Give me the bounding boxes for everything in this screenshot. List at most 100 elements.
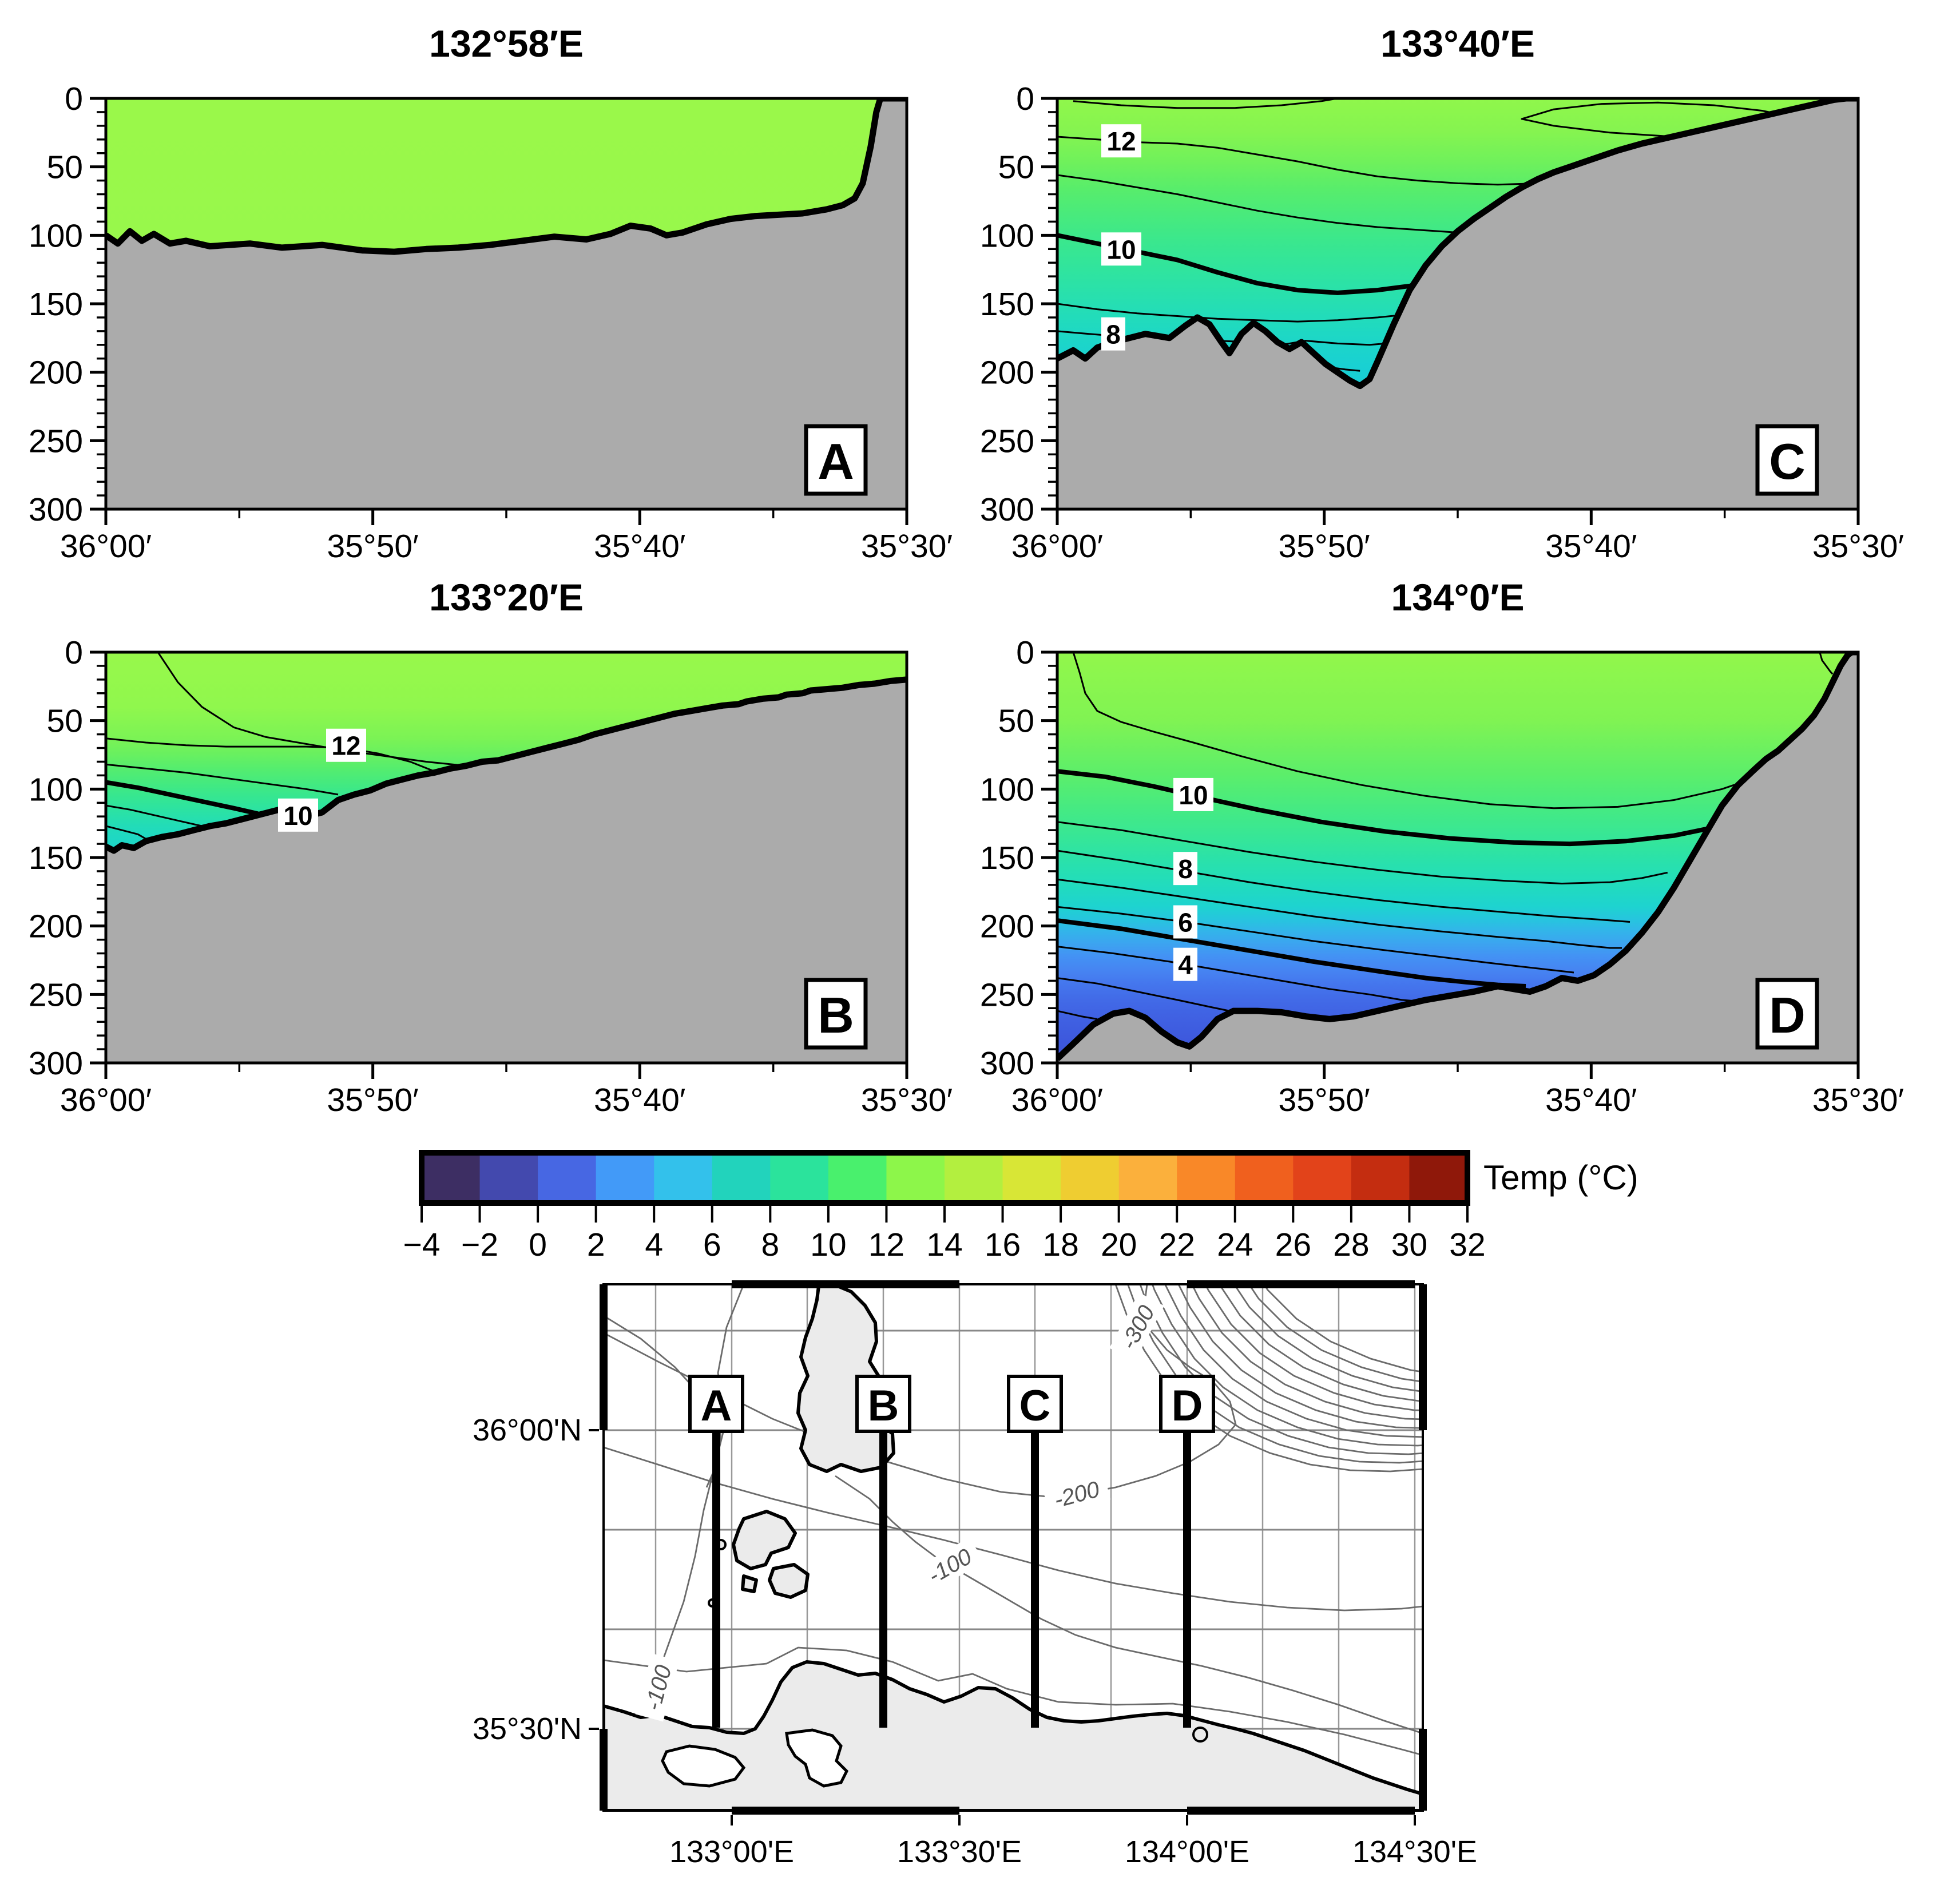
contour-label: 8 (1106, 320, 1121, 350)
colorbar-tick-label: 4 (645, 1227, 663, 1263)
contour-label-box (1173, 852, 1197, 886)
contour-line-7 (1057, 878, 1622, 949)
y-axis-tick-label: 100 (980, 217, 1034, 254)
y-axis-tick-label: 100 (29, 217, 83, 254)
map-canyon-contour (1151, 1284, 1423, 1447)
y-axis-tick-label: 100 (29, 771, 83, 808)
y-axis-tick-label: 150 (980, 840, 1034, 876)
contour-line-2 (1057, 1010, 1098, 1020)
colorbar-tick-label: 30 (1391, 1227, 1427, 1263)
contour-line-11 (1057, 174, 1474, 242)
colorbar-segment (1235, 1153, 1294, 1203)
contour-label-box (1101, 232, 1141, 266)
map-depth-label-halo (1042, 1471, 1111, 1516)
y-axis-tick-label: 200 (29, 908, 83, 945)
y-axis-tick-label: 300 (29, 491, 83, 528)
contour-label: 12 (1106, 126, 1136, 156)
map-canyon-contour (1177, 1284, 1423, 1429)
y-axis-tick-label: 250 (980, 977, 1034, 1013)
y-axis-tick-label: 0 (1016, 81, 1034, 117)
colorbar-segment (422, 1153, 481, 1203)
contour-line-9 (1057, 303, 1418, 323)
x-axis-tick-label: 35°30′ (1812, 1082, 1904, 1118)
map-bathy-contour (835, 1475, 1423, 1735)
colorbar-tick-label: 28 (1333, 1227, 1369, 1263)
panel-letter-box (1755, 424, 1819, 496)
y-axis-tick-label: 300 (980, 491, 1034, 528)
colorbar-tick-label: 22 (1159, 1227, 1195, 1263)
panel-letter: B (818, 987, 854, 1043)
y-axis-tick-label: 200 (980, 355, 1034, 391)
map-depth-label-group: -200 (1042, 1471, 1111, 1516)
map-area: -300-200-100-100 (604, 1284, 1423, 1811)
plot-area (1057, 652, 1858, 1063)
colorbar-tick-label: −2 (461, 1227, 498, 1263)
y-axis-tick-label: 200 (980, 908, 1034, 945)
y-axis-tick-label: 100 (980, 771, 1034, 808)
seafloor-fill (106, 679, 907, 1063)
map-island (768, 1563, 810, 1599)
map-bathy-contour (604, 1646, 1423, 1756)
contour-line-8 (1057, 850, 1630, 923)
seafloor-line (106, 98, 907, 255)
contour-line-6 (1057, 906, 1574, 974)
y-axis-tick-label: 50 (998, 703, 1034, 740)
contour-line-5-bold (1057, 918, 1526, 989)
seafloor-fill (1057, 652, 1858, 1063)
y-axis-tick-label: 0 (1016, 634, 1034, 671)
map-transect-letter: B (868, 1382, 899, 1430)
x-axis-tick-label: 36°00′ (60, 528, 152, 565)
panel-title-a: 132°58′E (429, 22, 584, 65)
x-axis-tick-label: 35°30′ (861, 1082, 953, 1118)
seafloor-line (106, 676, 907, 854)
x-axis-tick-label: 35°50′ (327, 528, 419, 565)
contour-label-box (326, 728, 366, 762)
plot-area (1057, 98, 1858, 509)
map-border (602, 1283, 1424, 1812)
x-axis-tick-label: 35°50′ (1279, 1082, 1370, 1118)
y-axis-tick-label: 250 (980, 423, 1034, 459)
contour-label: 6 (1178, 907, 1193, 937)
y-axis-tick-label: 50 (47, 703, 83, 740)
map-canyon-contour (1218, 1284, 1423, 1403)
seafloor-line (1057, 98, 1858, 390)
contour-label: 10 (1179, 780, 1208, 810)
map-bathy-contour (604, 1284, 1237, 1499)
contour-line-3 (1057, 977, 1230, 1012)
contour-label-box (1173, 947, 1197, 981)
map-canyon-contour (1248, 1284, 1423, 1383)
colorbar-tick-label: 26 (1275, 1227, 1311, 1263)
x-axis-tick-label: 36°00′ (1011, 1082, 1103, 1118)
colorbar-tick-label: 0 (529, 1227, 547, 1263)
map-lon-label: 133°30'E (897, 1835, 1022, 1869)
contour-label: 4 (1178, 950, 1193, 980)
colorbar-tick-label: −4 (403, 1227, 441, 1263)
colorbar-segment (479, 1153, 539, 1203)
x-axis-tick-label: 35°30′ (1812, 528, 1904, 565)
contour-line-10-bold (106, 780, 259, 816)
map-island (732, 1510, 797, 1570)
map-transect-letter: A (701, 1382, 732, 1430)
map-transect-letter: D (1172, 1382, 1203, 1430)
map-lake (785, 1728, 849, 1788)
map-island (741, 1574, 758, 1593)
y-axis-tick-label: 50 (998, 149, 1034, 186)
colorbar-title: Temp (°C) (1483, 1158, 1638, 1197)
map-canyon-contour (1164, 1284, 1423, 1438)
map-lat-label: 36°00'N (473, 1413, 582, 1447)
x-axis-tick-label: 35°50′ (327, 1082, 419, 1118)
map-canyon-contour (1204, 1284, 1423, 1411)
x-axis-tick-label: 36°00′ (60, 1082, 152, 1118)
colorbar-segment (1351, 1153, 1410, 1203)
map-lake (661, 1744, 746, 1788)
y-axis-tick-label: 200 (29, 355, 83, 391)
map-transect-letter: C (1019, 1382, 1051, 1430)
contour-line-9 (106, 804, 203, 827)
map-depth-label-halo (635, 1653, 680, 1722)
colorbar-segment (886, 1153, 945, 1203)
contour-line-9 (1057, 821, 1668, 884)
contour-label: 8 (1178, 854, 1193, 884)
plot-area (106, 652, 907, 1063)
